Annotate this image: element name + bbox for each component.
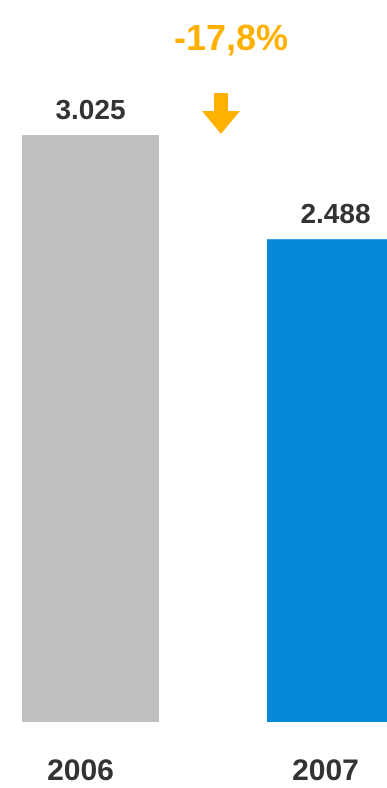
category-label-2006: 2006 bbox=[47, 754, 114, 783]
category-label-2007: 2007 bbox=[292, 754, 359, 783]
percent-change-label: -17,8% bbox=[174, 17, 288, 58]
bar-2006 bbox=[22, 135, 159, 722]
bars-layer bbox=[22, 135, 387, 722]
labels-layer: 3.025 2006 2.488 2007 bbox=[47, 94, 370, 787]
value-label-2006: 3.025 bbox=[55, 94, 125, 125]
value-label-2007: 2.488 bbox=[300, 198, 370, 229]
change-annotation: -17,8% bbox=[174, 17, 288, 134]
bar-2007 bbox=[267, 239, 387, 722]
arrow-down-icon bbox=[202, 93, 240, 134]
